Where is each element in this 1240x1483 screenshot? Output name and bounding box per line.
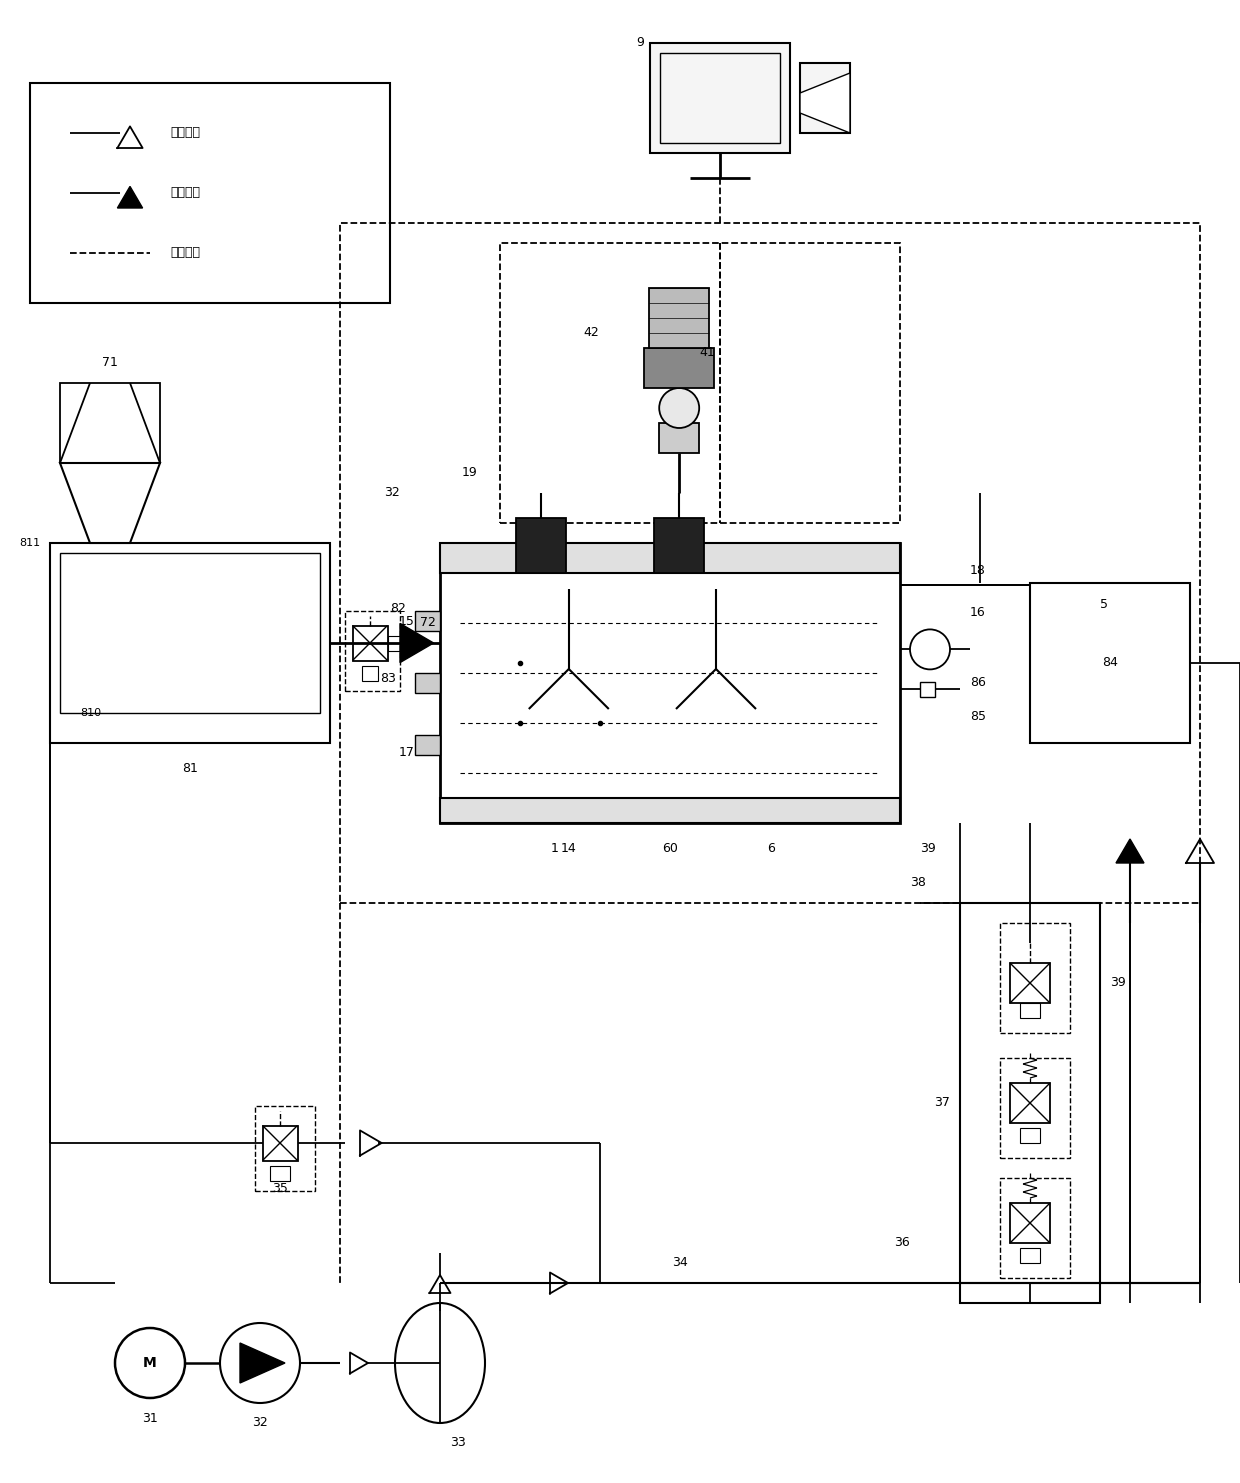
Text: 35: 35 — [272, 1182, 288, 1194]
Text: M: M — [143, 1355, 157, 1370]
Text: 18: 18 — [970, 565, 986, 577]
Bar — [1030, 583, 1190, 743]
Text: 14: 14 — [560, 841, 577, 854]
Bar — [30, 83, 391, 303]
Text: 86: 86 — [970, 676, 986, 690]
Text: 33: 33 — [450, 1437, 466, 1449]
Bar — [999, 1178, 1070, 1278]
Bar — [500, 243, 900, 523]
Circle shape — [115, 1327, 185, 1398]
Text: 42: 42 — [584, 326, 599, 340]
Bar — [650, 288, 709, 349]
Bar — [60, 383, 160, 463]
Bar — [1011, 962, 1050, 1003]
Text: 84: 84 — [1102, 657, 1118, 669]
Polygon shape — [800, 73, 849, 133]
Polygon shape — [401, 623, 434, 663]
Text: 37: 37 — [934, 1096, 950, 1109]
Bar — [660, 423, 699, 452]
Bar — [645, 349, 714, 389]
Bar — [352, 626, 387, 660]
Text: 39: 39 — [920, 841, 936, 854]
Bar — [1011, 1083, 1050, 1123]
Bar — [660, 53, 780, 142]
Bar — [999, 922, 1070, 1034]
Text: 1: 1 — [551, 841, 559, 854]
Circle shape — [660, 389, 699, 429]
Bar — [415, 611, 440, 632]
Bar — [415, 673, 440, 693]
Text: 9: 9 — [636, 37, 644, 49]
Bar — [440, 543, 900, 823]
Bar — [50, 543, 330, 743]
Text: 34: 34 — [672, 1256, 688, 1269]
Text: 81: 81 — [182, 761, 198, 774]
Bar — [255, 1105, 315, 1191]
Bar — [650, 43, 790, 153]
Text: 811: 811 — [19, 538, 40, 549]
Bar — [340, 222, 1200, 903]
Bar — [1021, 1249, 1040, 1264]
Text: 15: 15 — [399, 615, 415, 627]
Polygon shape — [241, 1344, 285, 1384]
Text: 气体线路: 气体线路 — [170, 126, 200, 139]
Bar — [999, 1057, 1070, 1158]
Text: 液体线路: 液体线路 — [170, 187, 200, 200]
Bar — [655, 518, 704, 572]
Text: 5: 5 — [1100, 598, 1109, 611]
Text: 41: 41 — [699, 347, 715, 359]
Bar — [362, 666, 378, 681]
Polygon shape — [118, 187, 143, 208]
Bar — [1021, 1129, 1040, 1143]
Text: 39: 39 — [1110, 976, 1126, 989]
Bar — [415, 734, 440, 755]
Bar — [388, 636, 403, 651]
Bar — [440, 543, 900, 572]
Bar — [440, 798, 900, 823]
Text: 85: 85 — [970, 710, 986, 724]
Text: 83: 83 — [379, 672, 396, 685]
Text: 82: 82 — [391, 602, 405, 614]
Text: 810: 810 — [81, 707, 102, 718]
Bar — [1021, 1003, 1040, 1017]
Polygon shape — [60, 463, 160, 543]
Text: 16: 16 — [970, 607, 986, 620]
Text: 60: 60 — [662, 841, 678, 854]
Bar — [960, 903, 1100, 1304]
Bar — [345, 611, 401, 691]
Bar — [516, 518, 567, 572]
Bar — [1011, 1203, 1050, 1243]
Text: 72: 72 — [420, 617, 436, 629]
Bar — [60, 553, 320, 713]
Text: 38: 38 — [910, 876, 926, 890]
Bar — [920, 682, 935, 697]
Polygon shape — [1116, 839, 1145, 863]
Text: 32: 32 — [384, 486, 401, 500]
Text: 19: 19 — [463, 467, 477, 479]
Circle shape — [219, 1323, 300, 1403]
Text: 36: 36 — [894, 1237, 910, 1250]
Text: 17: 17 — [399, 746, 415, 759]
Text: 信号线路: 信号线路 — [170, 246, 200, 260]
Text: 32: 32 — [252, 1416, 268, 1430]
Bar — [800, 62, 849, 133]
Text: 6: 6 — [768, 841, 775, 854]
Text: 71: 71 — [102, 356, 118, 369]
Bar — [263, 1126, 298, 1161]
Bar — [270, 1166, 290, 1180]
Text: 31: 31 — [143, 1412, 157, 1425]
